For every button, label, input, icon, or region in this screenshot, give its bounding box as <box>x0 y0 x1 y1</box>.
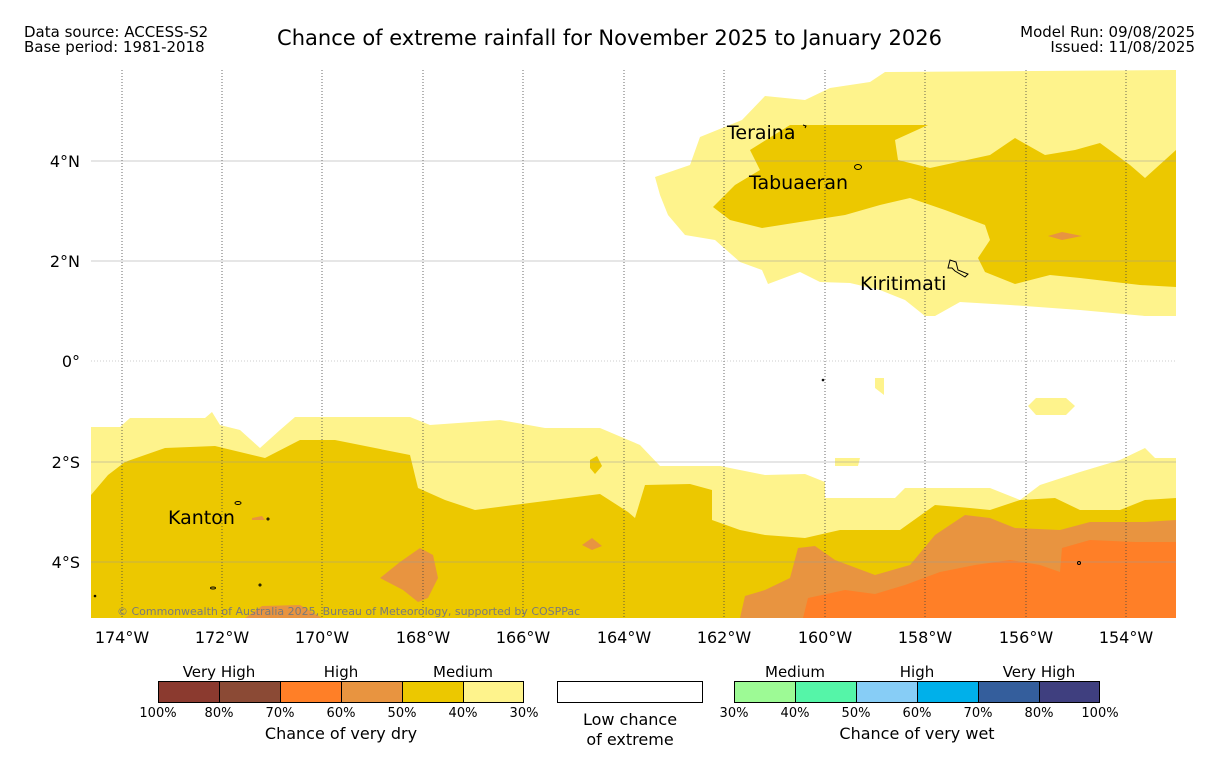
small-island-5 <box>821 378 825 382</box>
wet-tick-80: 80% <box>1024 706 1054 721</box>
dry-tick-60: 60% <box>326 706 356 721</box>
wet-tick-40: 40% <box>780 706 810 721</box>
wet-swatch-50-60 <box>856 681 917 703</box>
dry-60-north-spot <box>1048 232 1082 240</box>
lat-label-4n: 4°N <box>50 152 80 171</box>
dry-70-south-area <box>803 540 1176 618</box>
lat-label-4s: 4°S <box>52 553 80 572</box>
lon-label-162w: 162°W <box>697 628 752 647</box>
lon-label-174w: 174°W <box>95 628 150 647</box>
lon-label-168w: 168°W <box>396 628 451 647</box>
wet-swatch-70-80 <box>978 681 1039 703</box>
dry-40-patch-1 <box>875 378 884 395</box>
lon-label-156w: 156°W <box>999 628 1054 647</box>
lat-label-2s: 2°S <box>52 453 80 472</box>
dry-swatch-40-30 <box>463 681 524 703</box>
lat-label-2n: 2°N <box>50 252 80 271</box>
low-chance-caption-line2: of extreme <box>586 730 674 749</box>
dry-tick-80: 80% <box>204 706 234 721</box>
island-outlines <box>93 124 1081 598</box>
dry-tick-70: 70% <box>265 706 295 721</box>
data-source-label: Data source: ACCESS-S2 <box>24 23 209 41</box>
lon-label-166w: 166°W <box>496 628 551 647</box>
model-run-label: Model Run: 09/08/2025 <box>1020 23 1195 41</box>
grid-lines <box>91 70 1176 618</box>
map-fill-layer <box>91 70 1176 618</box>
small-island-6 <box>93 594 97 598</box>
dry-60-patch-mid <box>582 538 602 550</box>
place-label-kiritimati: Kiritimati <box>860 273 946 295</box>
low-chance-swatch <box>557 681 703 703</box>
dry-60-patch-kanton <box>252 516 265 520</box>
dry-swatch-100-80 <box>158 681 219 703</box>
wet-category-very-high: Very High <box>1002 663 1076 681</box>
dry-category-medium: Medium <box>433 663 493 681</box>
dry-swatch-60-50 <box>341 681 402 703</box>
dry-40-patch-2 <box>1028 398 1075 415</box>
wet-tick-70: 70% <box>963 706 993 721</box>
dry-category-very-high: Very High <box>182 663 256 681</box>
place-label-kanton: Kanton <box>168 507 235 529</box>
lon-label-158w: 158°W <box>898 628 953 647</box>
dry-50-patch-mid <box>590 456 602 474</box>
wet-swatch-30-40 <box>734 681 795 703</box>
dry-tick-30: 30% <box>509 706 539 721</box>
lon-label-160w: 160°W <box>798 628 853 647</box>
wet-legend-caption: Chance of very wet <box>839 724 995 743</box>
copyright-notice: © Commonwealth of Australia 2025, Bureau… <box>117 605 580 618</box>
dry-tick-40: 40% <box>448 706 478 721</box>
base-period-label: Base period: 1981-2018 <box>24 38 205 56</box>
dry-swatch-80-70 <box>219 681 280 703</box>
small-island-2 <box>258 583 262 587</box>
longitude-labels: 174°W 172°W 170°W 168°W 166°W 164°W 162°… <box>95 628 1154 647</box>
lon-label-170w: 170°W <box>295 628 350 647</box>
wet-swatch-60-70 <box>917 681 978 703</box>
dry-tick-100: 100% <box>139 706 177 721</box>
kiritimati-island <box>947 259 969 278</box>
wet-category-medium: Medium <box>765 663 825 681</box>
wet-swatch-80-100 <box>1039 681 1100 703</box>
low-chance-caption-line1: Low chance <box>582 710 678 729</box>
lon-label-154w: 154°W <box>1099 628 1154 647</box>
small-island-3 <box>266 517 270 521</box>
tabuaeran-island <box>854 164 862 170</box>
issued-label: Issued: 11/08/2025 <box>1050 38 1195 56</box>
dry-swatch-50-40 <box>402 681 463 703</box>
rainfall-map: Teraina Tabuaeran Kiritimati Kanton © Co… <box>50 70 1176 647</box>
place-label-teraina: Teraina <box>726 122 796 144</box>
place-labels: Teraina Tabuaeran Kiritimati Kanton <box>168 122 946 529</box>
dry-50-north-area <box>713 125 1176 287</box>
dry-swatch-70-60 <box>280 681 341 703</box>
place-label-tabuaeran: Tabuaeran <box>748 172 848 194</box>
wet-category-high: High <box>899 663 935 681</box>
dry-60-patch-sw <box>245 605 322 618</box>
page-title: Chance of extreme rainfall for November … <box>277 26 942 50</box>
latitude-labels: 4°N 2°N 0° 2°S 4°S <box>50 152 80 572</box>
kanton-island <box>234 501 242 505</box>
lat-label-0: 0° <box>62 352 80 371</box>
lon-label-164w: 164°W <box>597 628 652 647</box>
dry-category-high: High <box>323 663 359 681</box>
dry-tick-50: 50% <box>387 706 417 721</box>
small-island-4 <box>1077 561 1081 565</box>
lon-label-172w: 172°W <box>195 628 250 647</box>
dry-60-patch-west <box>380 548 438 602</box>
small-island-1 <box>210 586 216 590</box>
dry-legend-caption: Chance of very dry <box>264 724 418 743</box>
wet-tick-50: 50% <box>841 706 871 721</box>
wet-tick-60: 60% <box>902 706 932 721</box>
wet-swatch-40-50 <box>795 681 856 703</box>
wet-tick-30: 30% <box>719 706 749 721</box>
teraina-island <box>802 124 807 129</box>
wet-tick-100: 100% <box>1081 706 1119 721</box>
